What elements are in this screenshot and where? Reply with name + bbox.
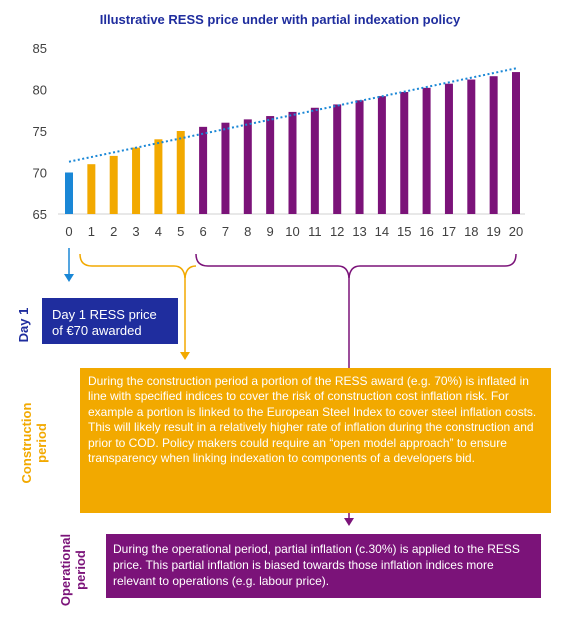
bar	[132, 147, 141, 214]
construction-bracket	[79, 253, 197, 279]
bar	[221, 122, 230, 214]
x-tick-label: 13	[352, 224, 366, 239]
bar	[266, 116, 275, 214]
bar	[154, 139, 163, 214]
operational-side-label: Operational period	[58, 520, 92, 620]
construction-box: During the construction period a portion…	[80, 368, 551, 513]
x-tick-label: 11	[308, 224, 322, 239]
x-tick-label: 19	[486, 224, 500, 239]
x-tick-label: 1	[88, 224, 95, 239]
day1-side-label: Day 1	[16, 307, 31, 343]
bar	[288, 111, 297, 214]
x-tick-label: 14	[375, 224, 389, 239]
bar	[444, 83, 453, 214]
x-tick-label: 15	[397, 224, 411, 239]
x-tick-label: 20	[509, 224, 523, 239]
bar	[377, 96, 386, 214]
bar	[199, 126, 208, 214]
y-tick-label: 65	[33, 207, 47, 222]
construction-arrow-head	[180, 352, 190, 360]
bar	[65, 172, 73, 214]
operational-side-label-line1: Operational	[58, 533, 73, 607]
x-tick-label: 10	[285, 224, 299, 239]
bars	[65, 72, 520, 214]
bar	[400, 91, 409, 214]
bar	[333, 104, 342, 214]
x-tick-label: 17	[442, 224, 456, 239]
x-tick-label: 7	[222, 224, 229, 239]
x-tick-label: 9	[267, 224, 274, 239]
y-tick-label: 75	[33, 124, 47, 139]
y-tick-label: 80	[33, 83, 47, 98]
x-tick-label: 12	[330, 224, 344, 239]
x-axis: 0 1 2 3 4 5 6 7 8 9 10 11 12 13 14 15 16 17 18 19 20	[65, 224, 523, 239]
construction-side-label: Construction period	[19, 393, 53, 493]
chart-title: Illustrative RESS price under with parti…	[100, 12, 461, 27]
x-tick-label: 5	[177, 224, 184, 239]
bar	[87, 164, 96, 214]
bar	[176, 131, 185, 214]
x-tick-label: 18	[464, 224, 478, 239]
construction-side-label-line2: period	[34, 423, 49, 463]
x-tick-label: 8	[244, 224, 251, 239]
y-tick-label: 70	[33, 166, 47, 181]
bar	[467, 79, 476, 214]
day1-arrow-head	[64, 274, 74, 282]
bar	[109, 155, 118, 214]
x-tick-label: 0	[65, 224, 72, 239]
operational-box: During the operational period, partial i…	[106, 534, 541, 598]
operational-side-label-line2: period	[73, 550, 88, 590]
x-tick-label: 6	[199, 224, 206, 239]
bar	[243, 119, 252, 214]
x-tick-label: 16	[419, 224, 433, 239]
bar	[310, 107, 319, 214]
x-tick-label: 4	[155, 224, 162, 239]
bar	[489, 76, 498, 214]
day1-box: Day 1 RESS price of €70 awarded	[42, 298, 178, 344]
x-tick-label: 3	[132, 224, 139, 239]
construction-side-label-line1: Construction	[19, 402, 34, 484]
y-axis: 65 70 75 80 85	[33, 41, 47, 222]
y-tick-label: 85	[33, 41, 47, 56]
operational-arrow-head	[344, 518, 354, 526]
operational-bracket	[195, 253, 517, 279]
bar	[422, 87, 431, 214]
bar	[355, 100, 364, 214]
bar	[512, 72, 520, 214]
x-tick-label: 2	[110, 224, 117, 239]
